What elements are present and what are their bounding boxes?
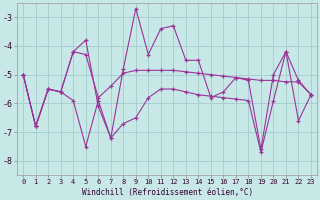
X-axis label: Windchill (Refroidissement éolien,°C): Windchill (Refroidissement éolien,°C)	[82, 188, 253, 197]
